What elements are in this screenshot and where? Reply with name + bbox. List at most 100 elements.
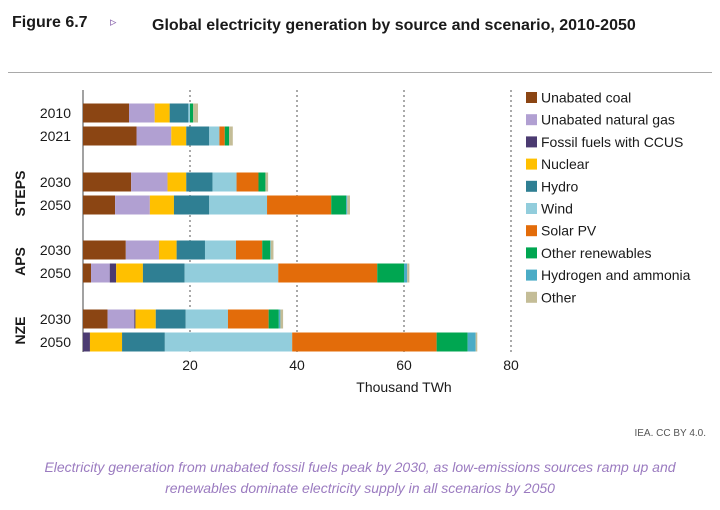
group-label: APS <box>12 247 28 276</box>
bar-segment-7-3 <box>89 332 123 352</box>
bar-segment-1-3 <box>171 126 187 146</box>
bar-segment-3-6 <box>267 195 332 215</box>
figure-arrow-icon: ▹ <box>110 14 117 29</box>
bar-segment-5-7 <box>377 263 404 283</box>
bar-segment-1-5 <box>209 126 220 146</box>
title-divider <box>8 72 712 73</box>
bar-segment-1-6 <box>219 126 225 146</box>
bar-segment-5-8 <box>404 263 408 283</box>
legend-label: Fossil fuels with CCUS <box>541 134 683 150</box>
bar-segment-1-9 <box>229 126 233 146</box>
bar-segment-5-2 <box>109 263 117 283</box>
bar-segment-2-1 <box>131 172 168 192</box>
bar-segment-4-8 <box>270 240 271 260</box>
bar-segment-6-0 <box>83 309 108 329</box>
figure-label: Figure 6.7 <box>12 14 88 31</box>
bar-segment-7-4 <box>122 332 165 352</box>
legend-swatch-2 <box>526 136 537 148</box>
stacked-bar-chart: 20 40 60 80 Thousand TWh 2010 2021 2030 2050 2030… <box>12 90 691 396</box>
bar-segment-1-4 <box>186 126 210 146</box>
bar-segment-4-1 <box>125 240 159 260</box>
x-tick-label: 60 <box>396 357 412 373</box>
group-label: STEPS <box>12 171 28 217</box>
legend-label: Solar PV <box>541 223 597 239</box>
bar-segment-0-1 <box>129 103 155 123</box>
legend-label: Nuclear <box>541 156 590 172</box>
bar-segment-7-7 <box>436 332 468 352</box>
x-tick-label: 40 <box>289 357 305 373</box>
bar-segment-2-3 <box>167 172 187 192</box>
legend-swatch-4 <box>526 180 537 192</box>
y-tick-label: 2030 <box>40 311 71 327</box>
legend-swatch-7 <box>526 247 537 259</box>
group-label: NZE <box>12 317 28 345</box>
bar-segment-3-9 <box>347 195 350 215</box>
bar-segment-1-0 <box>83 126 137 146</box>
y-tick-label: 2050 <box>40 334 71 350</box>
bar-segment-3-8 <box>346 195 348 215</box>
legend-swatch-0 <box>526 92 537 103</box>
bar-segment-7-2 <box>83 332 90 352</box>
bar-segment-2-4 <box>186 172 213 192</box>
bar-segment-2-6 <box>236 172 259 192</box>
bar-segment-6-8 <box>278 309 281 329</box>
legend-label: Unabated coal <box>541 90 631 106</box>
bar-segment-5-5 <box>184 263 279 283</box>
bar-segment-6-9 <box>280 309 284 329</box>
y-tick-label: 2030 <box>40 242 71 258</box>
bar-segment-3-7 <box>331 195 347 215</box>
bar-segment-7-6 <box>292 332 437 352</box>
bar-segment-0-7 <box>190 103 194 123</box>
bar-segment-4-7 <box>262 240 271 260</box>
bar-segment-6-1 <box>107 309 135 329</box>
legend-swatch-8 <box>526 269 537 281</box>
x-tick-label: 20 <box>182 357 198 373</box>
bar-segment-4-0 <box>83 240 126 260</box>
bar-segment-0-4 <box>169 103 189 123</box>
bar-segment-6-2 <box>134 309 136 329</box>
legend-swatch-6 <box>526 225 537 237</box>
bar-segment-0-0 <box>83 103 130 123</box>
credit-line: IEA. CC BY 4.0. <box>634 428 706 439</box>
bar-segment-7-5 <box>164 332 293 352</box>
bar-segment-3-3 <box>149 195 174 215</box>
bar-segment-4-3 <box>158 240 177 260</box>
figure-title: Global electricity generation by source … <box>152 17 636 34</box>
bar-segment-5-9 <box>407 263 410 283</box>
x-tick-label: 80 <box>503 357 519 373</box>
bar-segment-0-3 <box>154 103 170 123</box>
bar-segment-0-9 <box>193 103 199 123</box>
bar-segment-7-8 <box>467 332 476 352</box>
figure-caption: Electricity generation from unabated fos… <box>44 459 676 496</box>
y-tick-label: 2010 <box>40 105 71 121</box>
legend-swatch-3 <box>526 158 537 170</box>
bar-segment-5-4 <box>142 263 185 283</box>
bar-segment-4-4 <box>176 240 205 260</box>
bar-segment-6-5 <box>185 309 228 329</box>
bar-segment-1-1 <box>136 126 172 146</box>
bar-segment-2-0 <box>83 172 132 192</box>
legend-swatch-9 <box>526 291 537 303</box>
bar-segment-5-1 <box>91 263 110 283</box>
legend-swatch-1 <box>526 114 537 126</box>
legend-label: Other <box>541 289 576 305</box>
bar-segment-3-0 <box>83 195 116 215</box>
legend-label: Hydro <box>541 178 579 194</box>
legend-label: Other renewables <box>541 245 652 261</box>
bar-segment-5-3 <box>116 263 143 283</box>
bar-segment-2-5 <box>212 172 237 192</box>
legend-label: Hydrogen and ammonia <box>541 267 691 283</box>
bar-segment-3-4 <box>173 195 210 215</box>
bar-segment-2-9 <box>265 172 269 192</box>
legend-label: Wind <box>541 201 573 217</box>
bar-segment-5-0 <box>83 263 92 283</box>
y-tick-label: 2050 <box>40 197 71 213</box>
x-axis-title: Thousand TWh <box>356 379 451 395</box>
bar-segment-2-7 <box>258 172 266 192</box>
bar-segment-6-4 <box>155 309 186 329</box>
bar-segment-5-6 <box>278 263 378 283</box>
y-tick-label: 2030 <box>40 174 71 190</box>
bar-segment-1-7 <box>224 126 230 146</box>
bar-segment-4-5 <box>204 240 237 260</box>
bar-segment-0-5 <box>188 103 190 123</box>
